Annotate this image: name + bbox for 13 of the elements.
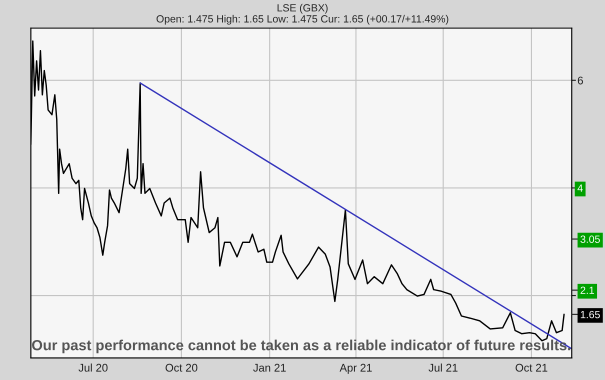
- x-tick-label: Jan 21: [253, 364, 286, 372]
- y2-tick-label: 3.05: [580, 236, 600, 243]
- x-tick-label: Jul 20: [78, 364, 108, 372]
- chart-subtitle: Open: 1.475 High: 1.65 Low: 1.475 Cur: 1.65 (+00.17/+11.49%): [156, 14, 448, 25]
- x-tick-label: Jul 21: [428, 364, 458, 372]
- chart-title: LSE (GBX): [278, 4, 328, 14]
- x-tick-label: Oct 20: [166, 364, 198, 372]
- x-tick-label: Apr 21: [340, 364, 372, 374]
- y2-tick-label: 1.65: [580, 310, 600, 318]
- y-tick-label: 6: [578, 76, 583, 84]
- y2-tick-label: 2.1: [580, 286, 594, 294]
- y-tick-label: 4: [578, 184, 583, 192]
- x-tick-label: Oct 21: [516, 364, 548, 372]
